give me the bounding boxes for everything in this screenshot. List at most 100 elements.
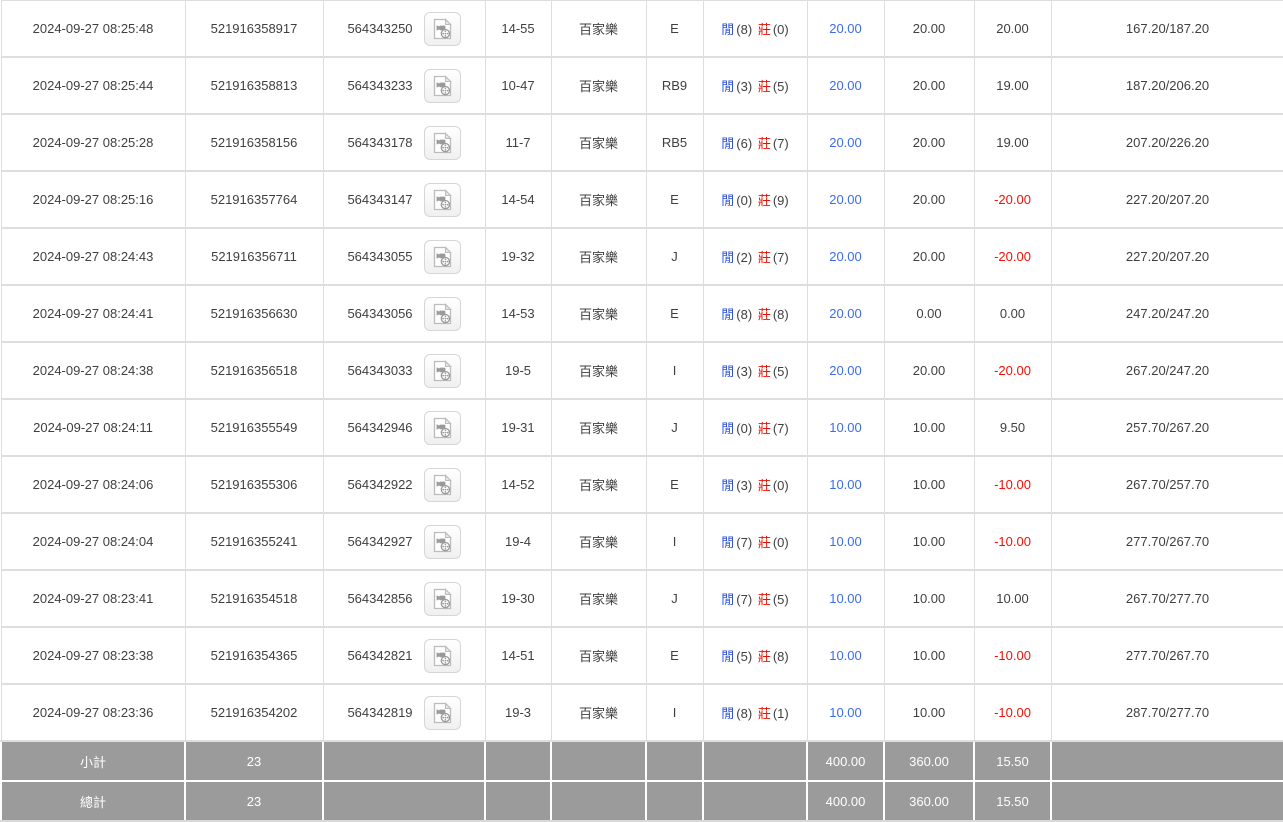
banker-label: 莊	[757, 79, 771, 94]
bet-time: 2024-09-27 08:24:38	[0, 341, 186, 400]
video-file-icon	[432, 74, 453, 97]
valid-bet-amount: 10.00	[883, 512, 975, 571]
bet-amount-link[interactable]: 10.00	[806, 398, 885, 457]
player-label: 閒	[721, 79, 735, 94]
video-replay-button[interactable]	[423, 524, 461, 559]
subtotal-valid-bet: 360.00	[883, 740, 975, 782]
video-replay-button[interactable]	[423, 410, 461, 445]
balance-after: 267.20/247.20	[1050, 341, 1283, 400]
table-row: 2024-09-27 08:24:38 521916356518 5643430…	[0, 341, 1283, 400]
game-name: 百家樂	[550, 512, 647, 571]
game-name: 百家樂	[550, 227, 647, 286]
round-cell: 564343055	[322, 227, 486, 286]
bet-amount-link[interactable]: 10.00	[806, 512, 885, 571]
winloss-amount: -20.00	[973, 341, 1052, 400]
round-number: 564342922	[347, 477, 413, 492]
bet-amount-link[interactable]: 20.00	[806, 341, 885, 400]
video-replay-button[interactable]	[423, 353, 461, 388]
banker-label: 莊	[757, 193, 771, 208]
bet-amount-link[interactable]: 10.00	[806, 683, 885, 742]
bet-amount-link[interactable]: 20.00	[806, 113, 885, 172]
video-replay-button[interactable]	[423, 638, 461, 673]
bet-time: 2024-09-27 08:24:06	[0, 455, 186, 514]
bet-id: 521916358156	[184, 113, 324, 172]
bet-time: 2024-09-27 08:25:44	[0, 56, 186, 115]
video-replay-button[interactable]	[423, 239, 461, 274]
game-score: 閒 (3) 莊 (5)	[702, 56, 808, 115]
video-replay-button[interactable]	[423, 296, 461, 331]
total-label: 總計	[0, 780, 186, 822]
bet-id: 521916356711	[184, 227, 324, 286]
video-file-icon	[432, 302, 453, 325]
balance-after: 277.70/267.70	[1050, 512, 1283, 571]
bet-id: 521916355241	[184, 512, 324, 571]
video-replay-button[interactable]	[423, 467, 461, 502]
video-file-icon	[432, 245, 453, 268]
bet-amount-link[interactable]: 20.00	[806, 56, 885, 115]
footer-empty-cell	[1050, 780, 1283, 822]
round-cell: 564342819	[322, 683, 486, 742]
video-file-icon	[432, 359, 453, 382]
game-score: 閒 (3) 莊 (0)	[702, 455, 808, 514]
bet-amount-link[interactable]: 10.00	[806, 569, 885, 628]
bet-amount-link[interactable]: 10.00	[806, 455, 885, 514]
footer-empty-cell	[1050, 740, 1283, 782]
bet-time: 2024-09-27 08:23:41	[0, 569, 186, 628]
footer-empty-cell	[702, 740, 808, 782]
banker-label: 莊	[757, 421, 771, 436]
bet-amount-link[interactable]: 20.00	[806, 284, 885, 343]
player-label: 閒	[721, 478, 735, 493]
video-replay-button[interactable]	[423, 182, 461, 217]
round-number: 564343233	[347, 78, 413, 93]
player-score: (6)	[736, 136, 753, 151]
game-name: 百家樂	[550, 626, 647, 685]
bet-id: 521916355306	[184, 455, 324, 514]
banker-label: 莊	[757, 250, 771, 265]
video-file-icon	[432, 644, 453, 667]
bet-id: 521916358813	[184, 56, 324, 115]
bet-amount-link[interactable]: 20.00	[806, 170, 885, 229]
video-file-icon	[432, 188, 453, 211]
banker-score: (5)	[772, 79, 789, 94]
video-replay-button[interactable]	[423, 11, 461, 46]
video-file-icon	[432, 473, 453, 496]
table-row: 2024-09-27 08:23:36 521916354202 5643428…	[0, 683, 1283, 742]
player-score: (7)	[736, 592, 753, 607]
player-label: 閒	[721, 706, 735, 721]
result-code: J	[645, 569, 704, 628]
valid-bet-amount: 20.00	[883, 170, 975, 229]
player-label: 閒	[721, 136, 735, 151]
video-replay-button[interactable]	[423, 125, 461, 160]
bet-amount-link[interactable]: 20.00	[806, 227, 885, 286]
balance-after: 257.70/267.20	[1050, 398, 1283, 457]
banker-score: (0)	[772, 22, 789, 37]
video-replay-button[interactable]	[423, 581, 461, 616]
player-score: (8)	[736, 22, 753, 37]
total-bet: 400.00	[806, 780, 885, 822]
video-replay-button[interactable]	[423, 68, 461, 103]
table-number: 14-55	[484, 0, 552, 58]
round-number: 564342946	[347, 420, 413, 435]
game-score: 閒 (8) 莊 (0)	[702, 0, 808, 58]
bet-time: 2024-09-27 08:23:36	[0, 683, 186, 742]
bet-amount-link[interactable]: 20.00	[806, 0, 885, 58]
bet-time: 2024-09-27 08:25:16	[0, 170, 186, 229]
banker-label: 莊	[757, 364, 771, 379]
table-row: 2024-09-27 08:23:38 521916354365 5643428…	[0, 626, 1283, 685]
table-row: 2024-09-27 08:25:48 521916358917 5643432…	[0, 0, 1283, 58]
balance-after: 187.20/206.20	[1050, 56, 1283, 115]
bet-amount-link[interactable]: 10.00	[806, 626, 885, 685]
video-file-icon	[432, 131, 453, 154]
banker-score: (7)	[772, 421, 789, 436]
balance-after: 267.70/277.70	[1050, 569, 1283, 628]
round-cell: 564343250	[322, 0, 486, 58]
game-score: 閒 (3) 莊 (5)	[702, 341, 808, 400]
table-number: 14-53	[484, 284, 552, 343]
video-replay-button[interactable]	[423, 695, 461, 730]
game-name: 百家樂	[550, 0, 647, 58]
player-score: (8)	[736, 307, 753, 322]
banker-score: (8)	[772, 649, 789, 664]
banker-score: (5)	[772, 592, 789, 607]
banker-score: (1)	[772, 706, 789, 721]
table-number: 19-5	[484, 341, 552, 400]
